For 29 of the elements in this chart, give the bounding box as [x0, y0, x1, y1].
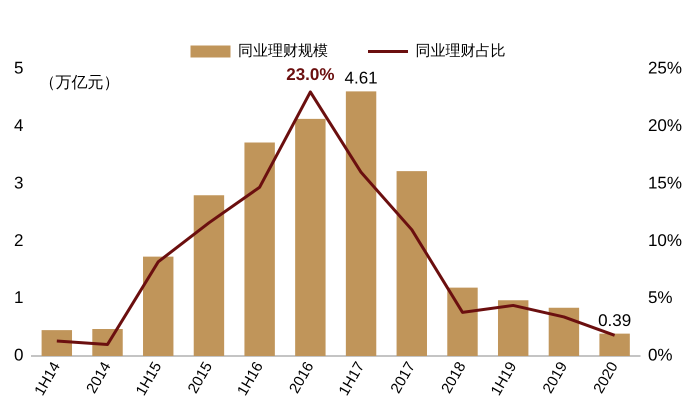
y-tick-label: 3 — [14, 173, 24, 192]
y2-tick-label: 5% — [648, 288, 673, 308]
y-tick-label: 2 — [14, 230, 24, 250]
legend-label: 同业理财占比 — [416, 42, 506, 60]
bar — [498, 300, 528, 356]
legend-label: 同业理财规模 — [238, 42, 328, 60]
annotation: （万亿元） — [39, 74, 120, 92]
bar — [447, 288, 478, 356]
bar — [244, 142, 275, 356]
data-label: 4.61 — [344, 68, 378, 88]
y2-tick-label: 20% — [648, 116, 682, 136]
data-label: 23.0% — [286, 65, 334, 84]
bar — [42, 330, 72, 356]
y-tick-label: 1 — [14, 288, 24, 308]
bar — [599, 334, 630, 356]
data-label: 0.39 — [598, 310, 632, 330]
y2-tick-label: 10% — [648, 230, 682, 250]
bar — [143, 256, 174, 356]
y2-tick-label: 0% — [648, 346, 673, 365]
bar — [295, 118, 326, 356]
y2-tick-label: 25% — [648, 58, 682, 78]
y-tick-label: 0 — [14, 346, 24, 365]
bar — [548, 308, 580, 356]
y2-tick-label: 15% — [648, 173, 682, 192]
bar — [194, 195, 224, 356]
bar — [396, 171, 427, 356]
y-tick-label: 4 — [14, 116, 24, 136]
y-tick-label: 5 — [14, 58, 24, 78]
bar — [346, 91, 376, 356]
